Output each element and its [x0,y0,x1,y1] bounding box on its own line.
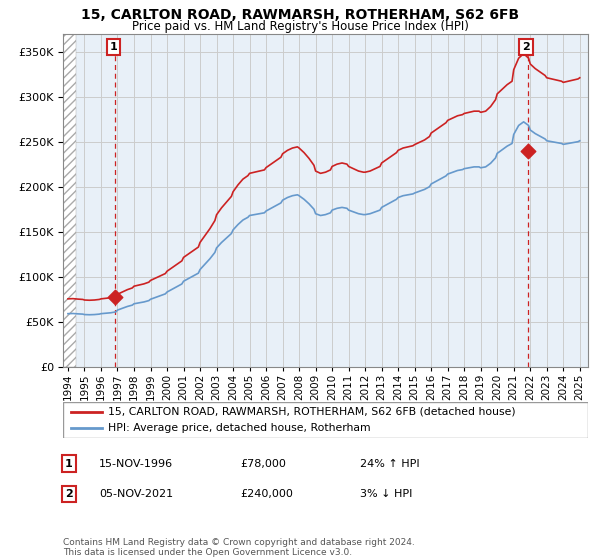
Text: 1: 1 [110,42,118,52]
Text: Price paid vs. HM Land Registry's House Price Index (HPI): Price paid vs. HM Land Registry's House … [131,20,469,32]
Text: HPI: Average price, detached house, Rotherham: HPI: Average price, detached house, Roth… [107,423,370,433]
Point [110,292,120,301]
Text: 15-NOV-1996: 15-NOV-1996 [99,459,173,469]
Text: 15, CARLTON ROAD, RAWMARSH, ROTHERHAM, S62 6FB: 15, CARLTON ROAD, RAWMARSH, ROTHERHAM, S… [81,8,519,22]
Text: 2: 2 [522,42,530,52]
Text: £240,000: £240,000 [240,489,293,499]
Point [523,146,532,155]
Text: Contains HM Land Registry data © Crown copyright and database right 2024.
This d: Contains HM Land Registry data © Crown c… [63,538,415,557]
Text: 1: 1 [65,459,73,469]
Text: 15, CARLTON ROAD, RAWMARSH, ROTHERHAM, S62 6FB (detached house): 15, CARLTON ROAD, RAWMARSH, ROTHERHAM, S… [107,407,515,417]
Text: 3% ↓ HPI: 3% ↓ HPI [360,489,412,499]
Text: 05-NOV-2021: 05-NOV-2021 [99,489,173,499]
Text: 24% ↑ HPI: 24% ↑ HPI [360,459,419,469]
Text: £78,000: £78,000 [240,459,286,469]
FancyBboxPatch shape [63,402,588,438]
Text: 2: 2 [65,489,73,499]
